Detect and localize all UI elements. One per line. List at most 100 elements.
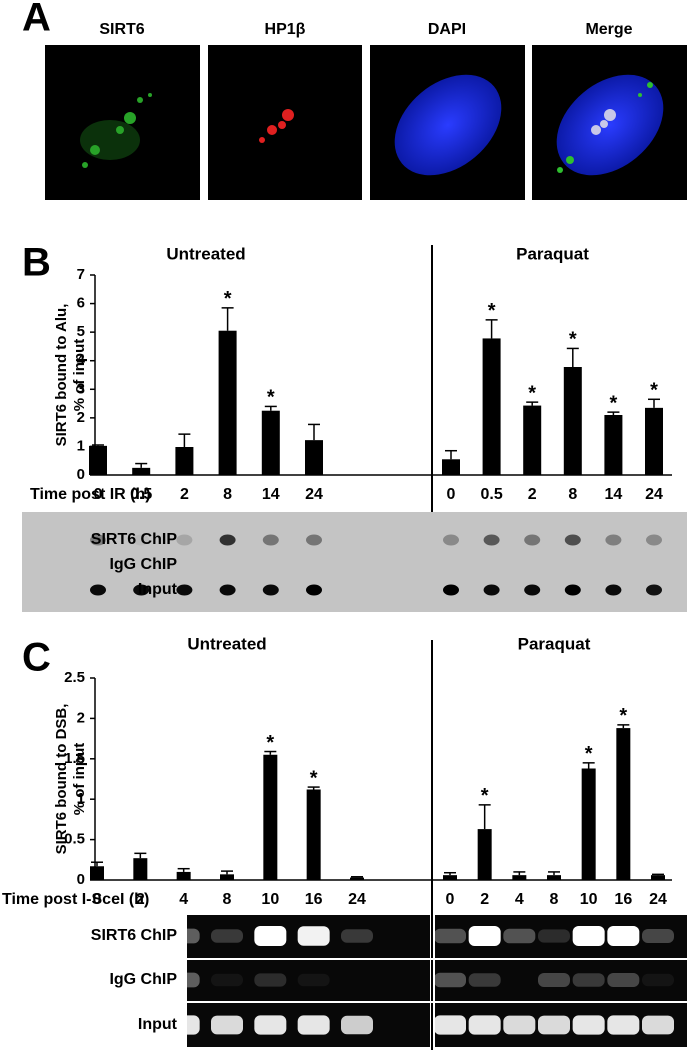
- image-title: HP1β: [265, 21, 306, 38]
- x-tick-label: 2: [136, 891, 145, 908]
- y-tick-label: 2: [77, 709, 85, 726]
- blot-dot: [90, 584, 106, 596]
- x-tick-label: 8: [223, 486, 232, 503]
- y-axis-label: SIRT6 bound to DSB,: [53, 704, 70, 855]
- bar: [604, 415, 623, 475]
- blot-dot: [219, 584, 236, 596]
- x-tick-label: 0.5: [130, 486, 152, 503]
- error-bar: [582, 762, 595, 769]
- y-tick-label: 1.5: [64, 750, 85, 767]
- gel-band: [607, 973, 640, 987]
- gel-band: [503, 928, 536, 944]
- x-tick-label: 4: [179, 891, 188, 908]
- gel-band: [211, 929, 243, 943]
- x-tick-label: 2: [528, 486, 537, 503]
- x-tick-label: 2: [180, 486, 189, 503]
- error-bar: [177, 867, 190, 872]
- blot-dot: [262, 584, 279, 596]
- gel-band: [607, 926, 640, 946]
- x-tick-label: 24: [645, 486, 663, 503]
- x-tick-label: 10: [261, 891, 279, 908]
- x-axis-label: Time post I-SceI (h): [2, 891, 149, 908]
- bar: [443, 875, 457, 880]
- blot-dot: [219, 534, 236, 546]
- y-tick-label: 2.5: [64, 669, 85, 686]
- blot-dot: [605, 584, 622, 596]
- bar: [176, 871, 191, 880]
- panel-label: B: [22, 241, 51, 285]
- significance-star: *: [224, 288, 232, 310]
- image-title: SIRT6: [99, 21, 144, 38]
- bar: [512, 875, 527, 880]
- gel-band: [81, 928, 113, 944]
- group-label: Untreated: [187, 634, 266, 653]
- blot-dot: [524, 534, 541, 546]
- blot-dot: [443, 584, 459, 596]
- y-tick-label: 6: [77, 295, 85, 312]
- significance-star: *: [488, 300, 496, 322]
- gel-band: [434, 972, 466, 988]
- significance-star: *: [267, 387, 275, 409]
- bar: [616, 728, 631, 880]
- gel-band: [503, 1015, 536, 1035]
- gel-band: [211, 1015, 243, 1035]
- gel-band: [434, 928, 466, 944]
- significance-star: *: [610, 392, 618, 414]
- y-axis-label: SIRT6 bound to Alu,: [53, 304, 70, 447]
- bar: [133, 858, 148, 880]
- panel-label: A: [22, 0, 51, 40]
- blot-dot: [564, 534, 581, 546]
- gel-band: [167, 972, 200, 988]
- gel-band: [538, 1015, 570, 1035]
- blot-dot: [646, 534, 662, 546]
- gel-band: [572, 926, 605, 946]
- x-tick-label: 14: [605, 486, 623, 503]
- blot-dot: [306, 534, 322, 546]
- x-tick-label: 14: [262, 486, 280, 503]
- bar: [305, 440, 323, 475]
- micrographs: [45, 45, 687, 200]
- y-tick-label: 3: [77, 380, 85, 397]
- error-bar: [308, 423, 320, 441]
- error-bar: [444, 871, 456, 876]
- gel-band: [572, 1015, 605, 1035]
- bar: [306, 789, 321, 880]
- gel-band: [642, 1015, 674, 1035]
- x-tick-label: 0: [94, 486, 103, 503]
- blot-row-label: IgG ChIP: [109, 971, 177, 988]
- error-bar: [221, 870, 233, 875]
- error-bar: [513, 871, 526, 876]
- blot-dot: [262, 534, 279, 546]
- error-bar: [134, 852, 147, 859]
- error-bar: [135, 462, 148, 468]
- x-tick-label: 16: [614, 891, 632, 908]
- y-tick-label: 0: [77, 466, 85, 483]
- y-tick-label: 1: [77, 790, 85, 807]
- bar: [651, 875, 665, 880]
- bar: [350, 877, 364, 880]
- y-axis-label: % of input: [71, 743, 88, 815]
- bar: [132, 467, 151, 475]
- gel-band: [81, 1015, 113, 1035]
- x-axis-label: Time post IR (h): [30, 486, 151, 503]
- blot-dot: [483, 584, 500, 596]
- y-axis-label: % of input: [71, 339, 88, 411]
- error-bar: [617, 724, 630, 729]
- blot-dot: [133, 584, 150, 596]
- x-tick-label: 0.5: [480, 486, 502, 503]
- bar: [581, 768, 596, 880]
- gel-band: [297, 926, 330, 946]
- gel-band: [124, 972, 157, 988]
- bar: [261, 410, 280, 475]
- bar: [547, 875, 561, 880]
- x-tick-label: 8: [223, 891, 232, 908]
- significance-star: *: [650, 380, 658, 402]
- x-tick-label: 0: [447, 486, 456, 503]
- y-tick-label: 5: [77, 323, 85, 340]
- blot-dot: [483, 534, 500, 546]
- gel-band: [538, 973, 570, 987]
- gel-band: [167, 1015, 200, 1035]
- x-tick-label: 0: [446, 891, 455, 908]
- significance-star: *: [266, 732, 274, 754]
